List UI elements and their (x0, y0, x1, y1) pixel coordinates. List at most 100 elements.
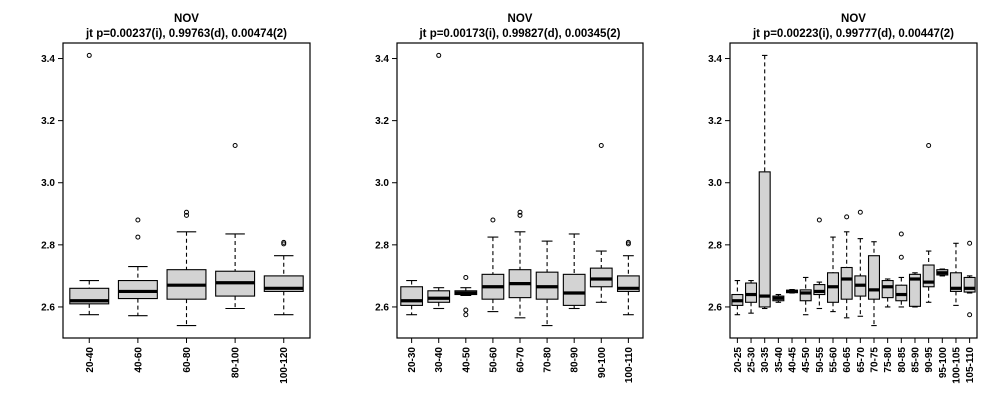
x-tick-label: 35-40 (774, 347, 785, 373)
box-60-80 (166, 209, 207, 327)
y-tick-label: 2.6 (375, 302, 389, 313)
x-tick-label: 50-60 (488, 347, 499, 373)
y-tick-label: 3.0 (375, 178, 389, 189)
box-25-30 (745, 280, 758, 314)
outlier-point (517, 209, 523, 215)
x-tick-label: 90-100 (597, 347, 608, 379)
x-tick-label: 75-80 (883, 347, 894, 373)
outlier-point (490, 217, 496, 223)
y-tick-label: 2.6 (708, 302, 722, 313)
x-tick-label: 100-110 (624, 347, 635, 384)
x-tick-label: 80-90 (570, 347, 581, 373)
x-tick-label: 20-30 (407, 347, 418, 373)
box-90-100 (589, 142, 613, 303)
outlier-point (281, 241, 287, 247)
x-tick-label: 30-35 (760, 347, 771, 373)
outlier-point (463, 274, 469, 280)
box-95-100 (936, 268, 949, 277)
x-tick-label: 55-60 (829, 347, 840, 373)
outlier-point (625, 239, 631, 245)
box-50-60 (481, 217, 505, 313)
box-20-25 (731, 280, 744, 316)
box-30-40 (427, 52, 451, 310)
box-85-90 (908, 272, 921, 308)
box-iqr (867, 255, 881, 300)
y-tick-label: 2.8 (375, 240, 389, 251)
y-tick-label: 3.4 (708, 54, 722, 65)
chart-panel-2: NOV jt p=0.00173(i), 0.99827(d), 0.00345(… (375, 13, 644, 384)
chart-subtitle: jt p=0.00173(i), 0.99827(d), 0.00345(2) (418, 28, 620, 40)
box-70-75 (867, 241, 881, 327)
x-tick-label: 100-120 (279, 347, 290, 384)
box-100-105 (949, 242, 962, 306)
y-axis: 2.6 2.8 3.0 3.2 3.4 (708, 54, 730, 313)
outlier-point (598, 142, 604, 148)
box-100-120 (263, 239, 304, 316)
x-tick-label: 105-110 (965, 347, 976, 384)
y-tick-label: 2.8 (708, 240, 722, 251)
box-60-65 (840, 214, 853, 319)
x-tick-label: 40-50 (461, 347, 472, 373)
y-axis: 2.6 2.8 3.0 3.2 3.4 (375, 54, 397, 313)
box-iqr (840, 266, 853, 300)
outlier-point (844, 214, 850, 220)
box-iqr (908, 273, 921, 307)
outlier-point (86, 52, 92, 58)
box-45-50 (799, 276, 812, 316)
x-tick-label: 40-60 (133, 347, 144, 373)
box-20-40 (69, 52, 110, 316)
y-tick-label: 3.2 (708, 116, 722, 127)
x-tick-label: 60-80 (182, 347, 193, 373)
outlier-point (436, 52, 442, 58)
box-70-80 (535, 240, 559, 327)
box-40-45 (786, 289, 799, 294)
outlier-point (926, 142, 932, 148)
box-20-30 (400, 280, 424, 316)
y-tick-label: 3.2 (41, 116, 55, 127)
outlier-point (135, 217, 141, 223)
box-30-35 (758, 54, 771, 310)
x-tick-label: 45-50 (801, 347, 812, 373)
box-iqr (427, 290, 451, 303)
outlier-point (281, 239, 287, 245)
y-tick-label: 3.0 (41, 178, 55, 189)
x-tick-label: 95-100 (938, 347, 949, 379)
box-100-110 (616, 239, 640, 316)
outlier-point (517, 212, 523, 218)
outlier-point (463, 312, 469, 318)
y-tick-label: 2.6 (41, 302, 55, 313)
chart-subtitle: jt p=0.00223(i), 0.99777(d), 0.00447(2) (752, 28, 954, 40)
chart-title: NOV (508, 13, 533, 25)
plot-frame (729, 42, 978, 339)
x-tick-label: 20-25 (733, 347, 744, 373)
outlier-point (625, 241, 631, 247)
box-90-95 (922, 142, 935, 303)
chart-title: NOV (174, 13, 199, 25)
chart-title: NOV (841, 13, 866, 25)
chart-subtitle: jt p=0.00237(i), 0.99763(d), 0.00474(2) (85, 28, 287, 40)
box-105-110 (963, 240, 976, 318)
box-iqr (745, 282, 758, 303)
outlier-point (463, 307, 469, 313)
y-tick-label: 3.4 (375, 54, 389, 65)
x-tick-label: 40-45 (788, 347, 799, 373)
x-tick-label: 80-100 (231, 347, 242, 379)
outlier-point (898, 254, 904, 260)
x-tick-label: 70-80 (543, 347, 554, 373)
box-80-100 (215, 142, 256, 310)
x-axis: 20-25 25-30 30-35 35-40 40-45 45-50 50-55 55-60… (733, 338, 976, 384)
x-tick-label: 20-40 (85, 347, 96, 373)
box-iqr (881, 280, 894, 299)
outlier-point (967, 240, 973, 246)
box-65-70 (854, 209, 867, 317)
box-iqr (562, 273, 586, 306)
y-tick-label: 2.8 (41, 240, 55, 251)
x-tick-label: 50-55 (815, 347, 826, 373)
outlier-point (135, 234, 141, 240)
x-tick-label: 85-90 (910, 347, 921, 373)
y-tick-label: 3.2 (375, 116, 389, 127)
outlier-point (232, 142, 238, 148)
x-tick-label: 100-105 (951, 347, 962, 384)
x-tick-label: 80-85 (897, 347, 908, 373)
